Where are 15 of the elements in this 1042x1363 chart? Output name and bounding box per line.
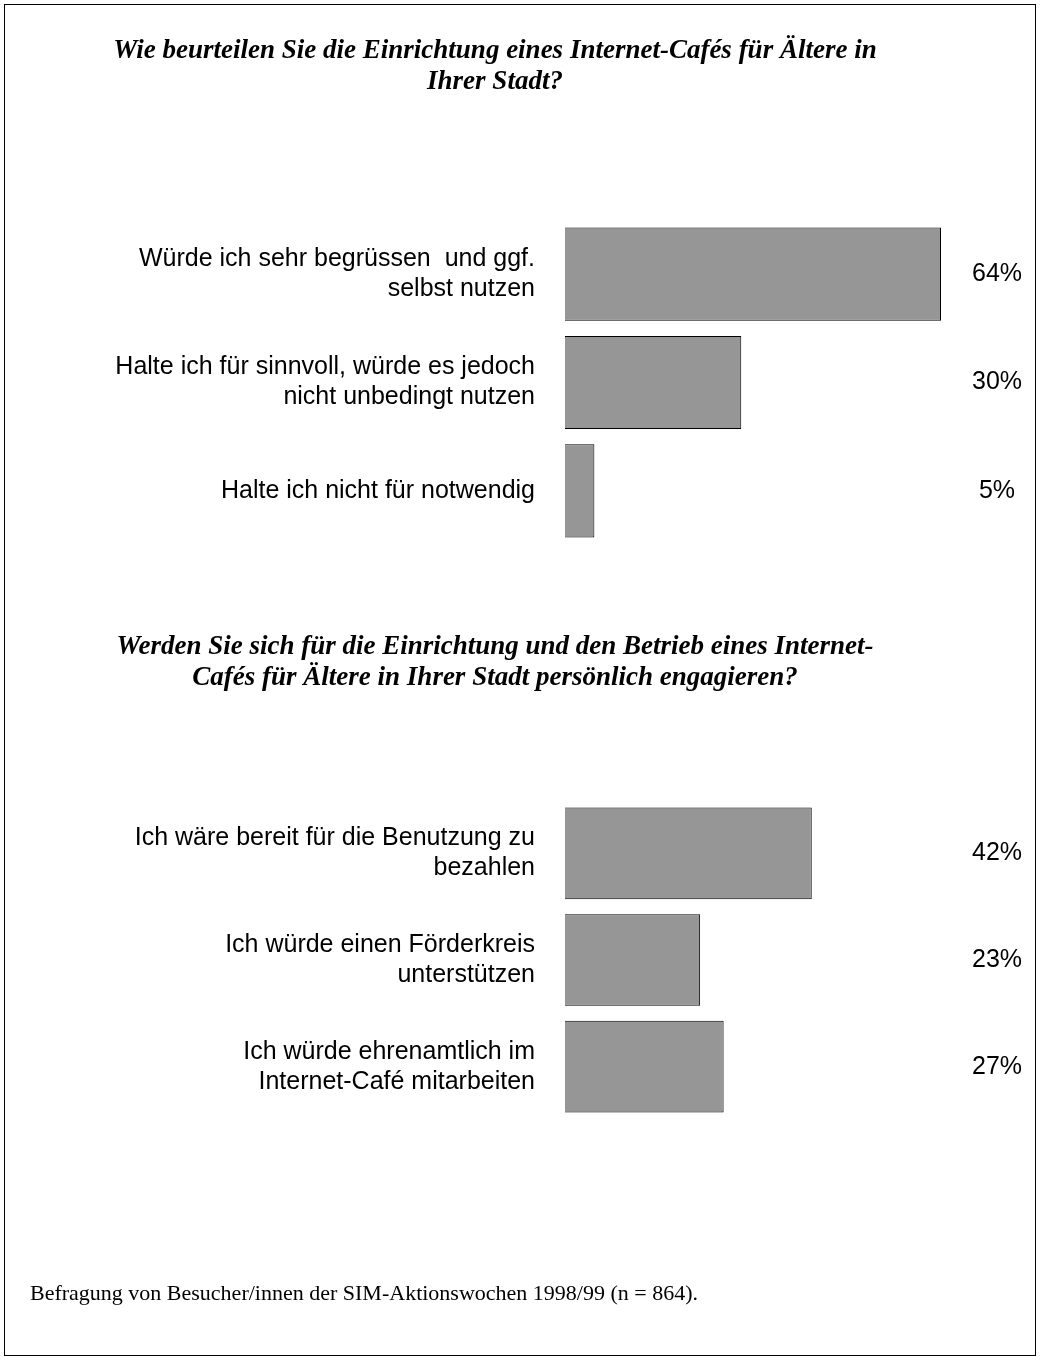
chart-title: Wie beurteilen Sie die Einrichtung eines Internet-Cafés für Ältere in Ihrer Stadt? bbox=[112, 34, 878, 96]
y-tick-label: Halte ich für sinnvoll, würde es jedoch nicht unbedingt nutzen bbox=[115, 351, 535, 410]
y-tick-label: Ich würde ehrenamtlich im Internet-Café mitarbeiten bbox=[243, 1035, 535, 1094]
y-tick-label: Halte ich nicht für notwendig bbox=[220, 474, 535, 503]
chart-title: Werden Sie sich für die Einrichtung und den Betrieb eines Internet-Cafés für Ältere in Ihrer Stadt persönlich engagieren? bbox=[115, 630, 875, 692]
data-label: 42% bbox=[971, 837, 1023, 866]
y-tick-label: Ich wäre bereit für die Benutzung zu bezahlen bbox=[134, 822, 535, 881]
y-tick-label: Ich würde einen Förderkreis unterstützen bbox=[225, 928, 535, 987]
y-tick-label: Würde ich sehr begrüssen und ggf. selbst nutzen bbox=[138, 243, 535, 302]
data-label: 27% bbox=[971, 1050, 1023, 1079]
data-label: 23% bbox=[971, 943, 1023, 972]
data-label: 64% bbox=[971, 258, 1023, 287]
data-label: 30% bbox=[971, 366, 1023, 395]
data-label: 5% bbox=[978, 474, 1016, 503]
text: Befragung von Besucher/innen der SIM-Aktionswochen 1998/99 (n = 864). bbox=[30, 1280, 699, 1305]
